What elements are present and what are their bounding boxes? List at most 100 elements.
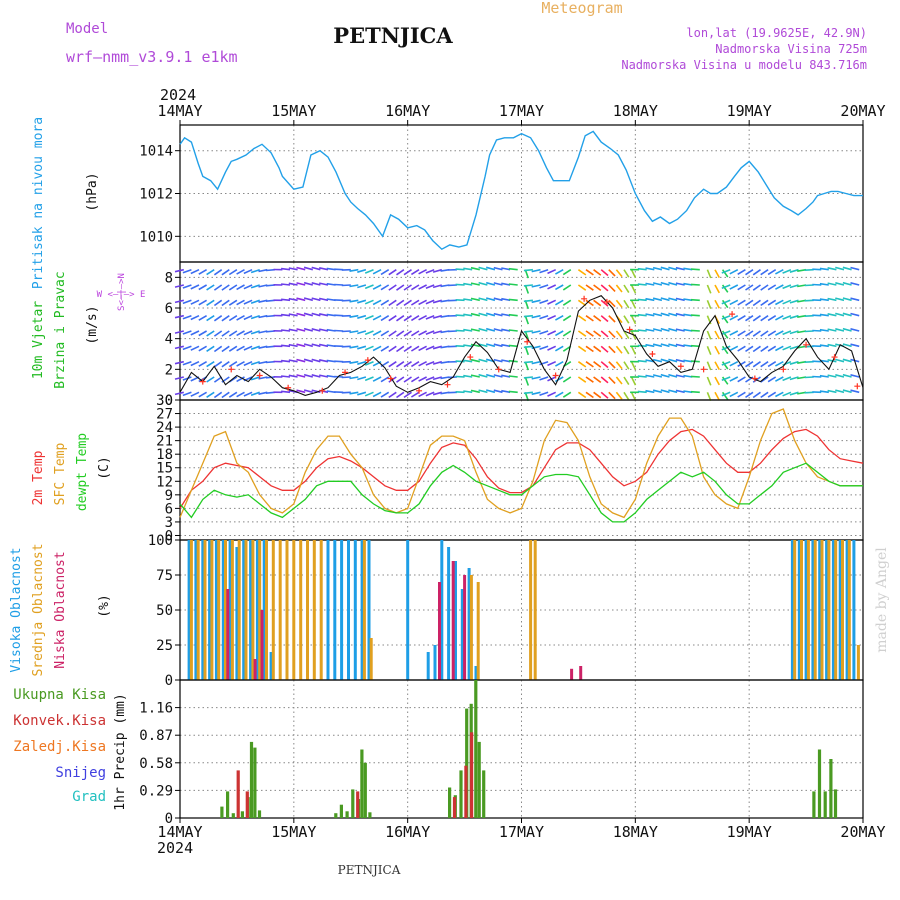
wind-barb <box>198 315 207 321</box>
wind-barb <box>174 345 184 350</box>
wind-barb <box>410 376 420 383</box>
wind-barb <box>455 329 465 332</box>
wind-barb <box>615 299 623 308</box>
wind-barb <box>819 267 829 271</box>
wind-barb <box>714 299 721 309</box>
wind-barb <box>478 281 488 286</box>
wind-barb <box>319 313 329 317</box>
cloud-bar <box>226 589 230 680</box>
wind-barb <box>623 299 630 309</box>
wind-barb <box>364 314 374 320</box>
wind-barb <box>630 315 637 325</box>
precip-bar <box>334 813 338 818</box>
wind-barb <box>198 361 207 367</box>
wind-barb <box>182 391 192 397</box>
cloud-bar <box>189 540 193 680</box>
cloud-bar <box>463 575 467 680</box>
wind-barb <box>645 267 655 271</box>
wind-barb <box>812 360 822 363</box>
precip-bar <box>356 791 360 818</box>
wind-barb <box>539 360 549 366</box>
wind-barb <box>767 315 777 322</box>
wind-barb <box>555 376 564 383</box>
wind-barb <box>827 343 837 348</box>
temp-series-label-c: dewpt Temp <box>75 433 90 511</box>
cloud-bar <box>454 561 457 680</box>
wind-barb <box>236 299 245 306</box>
wind-gust-marker <box>603 298 610 305</box>
wind-barb <box>668 266 678 271</box>
model-name: wrf—nmm_v3.9.1 e1km <box>66 48 238 66</box>
wind-barb <box>630 299 637 309</box>
wind-gust-marker <box>677 363 684 370</box>
precip-bar <box>474 680 478 818</box>
precip-bar <box>833 789 838 818</box>
wind-barb <box>221 330 230 337</box>
wind-barb <box>198 299 207 306</box>
cloud-bar <box>790 540 794 680</box>
wind-barb <box>357 284 367 289</box>
wind-barb <box>668 358 678 363</box>
wind-barb <box>623 391 630 401</box>
wind-series-label-a: 10m Vjetar <box>31 301 46 379</box>
wind-barb <box>243 330 253 336</box>
wind-barb <box>767 330 777 337</box>
wind-barb <box>493 358 503 363</box>
wind-barb <box>364 376 374 382</box>
station-title: PETNJICA <box>333 23 453 48</box>
cloud-ytick-label: 50 <box>156 603 173 619</box>
wind-barb <box>243 299 253 305</box>
precip-legend-item: Konvek.Kisa <box>13 713 106 729</box>
wind-barb <box>690 298 700 302</box>
wind-barb <box>493 297 503 302</box>
wind-barb <box>721 345 731 351</box>
wind-barb <box>372 299 382 306</box>
wind-barb <box>752 391 761 399</box>
wind-barb <box>623 315 630 324</box>
wind-barb <box>432 268 443 273</box>
wind-barb <box>470 297 480 302</box>
wind-barb <box>645 328 655 332</box>
cloud-bar <box>244 540 248 680</box>
wind-barb <box>797 299 807 303</box>
wind-barb <box>819 298 829 302</box>
wind-barb <box>752 284 761 291</box>
wind-barb <box>760 330 769 337</box>
wind-barb <box>470 358 480 363</box>
precip-ytick-label: 0.29 <box>139 783 173 799</box>
wind-barb <box>585 330 594 337</box>
wind-barb <box>508 344 518 348</box>
wind-barb <box>493 328 503 332</box>
pressure-ytick-label: 1010 <box>139 229 173 245</box>
wind-barb <box>819 313 829 317</box>
wind-barb <box>835 389 845 394</box>
wind-barb <box>835 328 845 332</box>
wind-barb <box>539 314 549 320</box>
wind-barb <box>501 313 511 317</box>
wind-barb <box>265 345 275 348</box>
wind-barb <box>737 361 746 367</box>
wind-barb <box>470 343 480 348</box>
wind-barb <box>319 328 329 332</box>
wind-gust-marker <box>751 375 758 382</box>
wind-barb <box>782 268 792 274</box>
wind-barb <box>706 361 712 371</box>
wind-barb <box>608 269 616 277</box>
pressure-panel: 1010 1012 1014 <box>139 124 864 263</box>
wind-barb <box>206 299 215 306</box>
wind-barb <box>403 391 412 399</box>
wind-barb <box>341 284 351 287</box>
wind-barb <box>714 345 721 355</box>
wind-barb <box>228 315 238 322</box>
wind-barb <box>555 391 564 398</box>
wind-barb <box>721 284 729 293</box>
wind-barb <box>593 299 602 307</box>
wind-barb <box>250 284 260 289</box>
wind-barb <box>804 391 814 394</box>
wind-barb <box>198 391 207 398</box>
wind-barb <box>265 330 275 333</box>
precip-bar <box>236 770 240 818</box>
wind-barb <box>364 299 374 305</box>
elevation-label: Nadmorska Visina 725m <box>715 42 867 56</box>
wind-barb <box>213 376 223 383</box>
